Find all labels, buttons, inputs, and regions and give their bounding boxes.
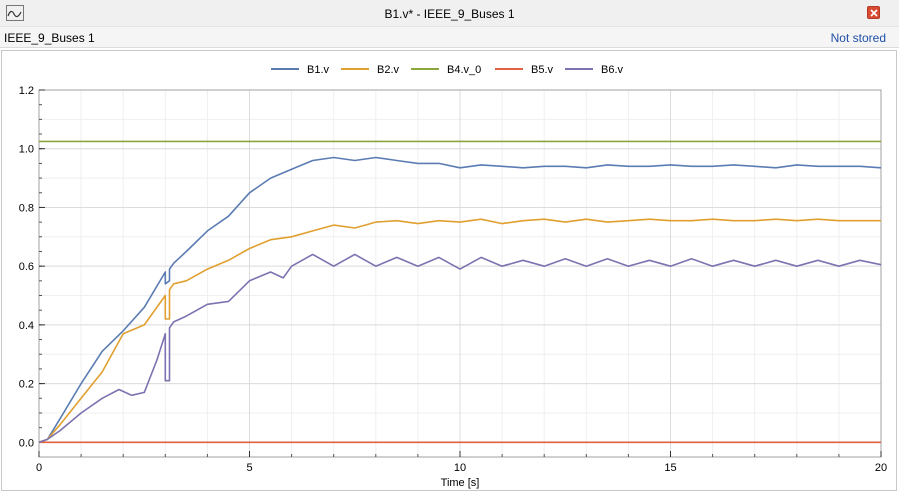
series-line-b1-v (38, 156, 882, 444)
close-button[interactable] (867, 6, 880, 19)
x-tick-label: 0 (36, 462, 42, 474)
x-tick-label: 20 (875, 462, 887, 474)
line-chart[interactable]: 0 5 10 15 20 0.0 0.2 0.4 0.6 0.8 1.0 1.2 Time [s] B1.… (2, 51, 896, 490)
legend-label: B4.v_0 (447, 64, 481, 76)
legend-label: B6.v (601, 64, 624, 76)
y-tick-label: 0.8 (19, 202, 34, 214)
store-status: Not stored (830, 31, 886, 45)
x-tick-label: 5 (246, 462, 252, 474)
plot-window-icon (6, 5, 24, 21)
model-name: IEEE_9_Buses 1 (4, 31, 95, 45)
legend-label: B1.v (307, 64, 330, 76)
y-tick-label: 0.4 (19, 320, 34, 332)
legend-label: B5.v (531, 64, 554, 76)
close-icon (870, 9, 878, 17)
x-tick-label: 10 (454, 462, 466, 474)
series-line-b6-v (38, 253, 882, 444)
x-tick-label: 15 (664, 462, 676, 474)
y-tick-label: 1.2 (19, 85, 34, 97)
y-tick-label: 0.6 (19, 261, 34, 273)
y-tick-label: 1.0 (19, 144, 34, 156)
window-title: B1.v* - IEEE_9_Buses 1 (384, 7, 515, 21)
window-titlebar: B1.v* - IEEE_9_Buses 1 (0, 0, 899, 27)
series-line-b2-v (38, 218, 881, 444)
model-infobar: IEEE_9_Buses 1 Not stored (0, 27, 899, 48)
legend-label: B2.v (377, 64, 400, 76)
x-axis-title: Time [s] (441, 477, 480, 489)
plot-area[interactable]: 0 5 10 15 20 0.0 0.2 0.4 0.6 0.8 1.0 1.2 Time [s] B1.… (1, 50, 897, 491)
y-tick-label: 0.0 (19, 437, 34, 449)
y-tick-label: 0.2 (19, 379, 34, 391)
